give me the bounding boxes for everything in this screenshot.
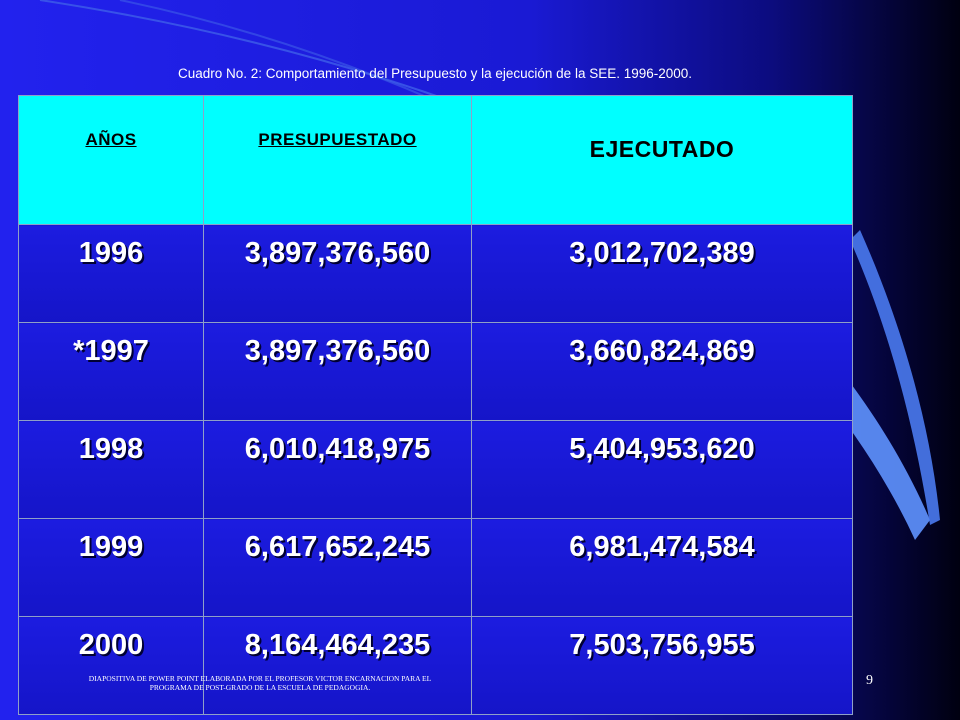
cell-ejecutado: 3,660,824,869 — [471, 322, 853, 421]
slide-footer: DIAPOSITIVA DE POWER POINT ELABORADA POR… — [88, 674, 432, 692]
table-row: 1996 3,897,376,560 3,012,702,389 — [18, 224, 853, 323]
cell-ejecutado: 3,012,702,389 — [471, 224, 853, 323]
cell-year: 1999 — [18, 518, 204, 617]
cell-presupuestado: 6,617,652,245 — [203, 518, 472, 617]
table-row: *1997 3,897,376,560 3,660,824,869 — [18, 322, 853, 421]
cell-ejecutado: 6,981,474,584 — [471, 518, 853, 617]
table-row: 1998 6,010,418,975 5,404,953,620 — [18, 420, 853, 519]
cell-presupuestado: 3,897,376,560 — [203, 322, 472, 421]
table-caption: Cuadro No. 2: Comportamiento del Presupu… — [177, 66, 693, 81]
page-number: 9 — [866, 673, 873, 688]
cell-ejecutado: 5,404,953,620 — [471, 420, 853, 519]
cell-year: *1997 — [18, 322, 204, 421]
header-anos: AÑOS — [18, 95, 204, 225]
cell-year: 2000 — [18, 616, 204, 715]
budget-table: AÑOS PRESUPUESTADO EJECUTADO 1996 3,897,… — [18, 95, 853, 715]
table-row: 1999 6,617,652,245 6,981,474,584 — [18, 518, 853, 617]
cell-presupuestado: 3,897,376,560 — [203, 224, 472, 323]
cell-year: 1996 — [18, 224, 204, 323]
cell-presupuestado: 6,010,418,975 — [203, 420, 472, 519]
header-ejecutado: EJECUTADO — [471, 95, 853, 225]
cell-year: 1998 — [18, 420, 204, 519]
table-header-row: AÑOS PRESUPUESTADO EJECUTADO — [18, 95, 853, 225]
cell-ejecutado: 7,503,756,955 — [471, 616, 853, 715]
cell-presupuestado: 8,164,464,235 — [203, 616, 472, 715]
table-row: 2000 8,164,464,235 7,503,756,955 — [18, 616, 853, 715]
header-presupuestado: PRESUPUESTADO — [203, 95, 472, 225]
